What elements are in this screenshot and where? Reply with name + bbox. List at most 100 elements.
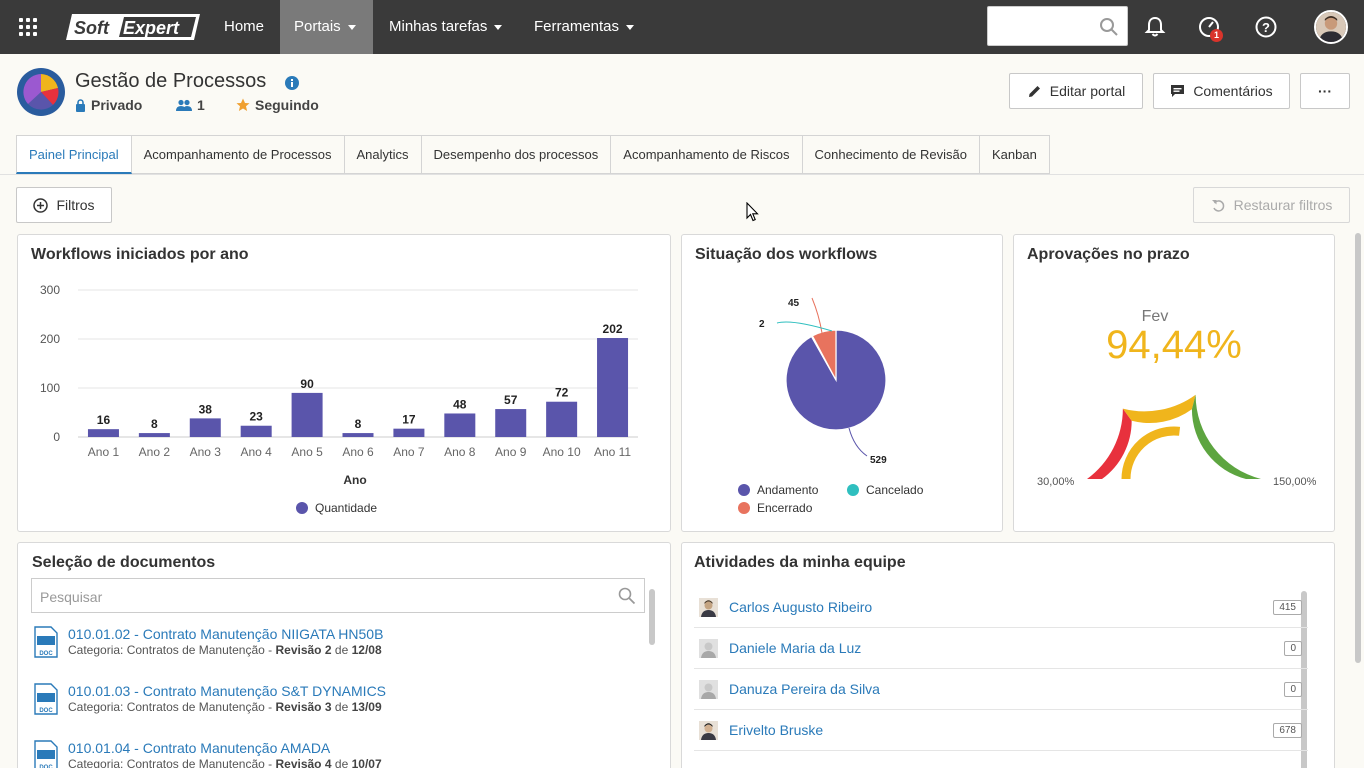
bar-value-label: 17	[402, 413, 416, 427]
tab-analytics[interactable]: Analytics	[344, 135, 422, 174]
x-tick-label: Ano 6	[342, 445, 374, 459]
member-name[interactable]: Erivelto Bruske	[729, 722, 824, 738]
team-scrollbar[interactable]	[1301, 591, 1307, 768]
of-label: de	[334, 700, 349, 714]
team-member-row[interactable]: Erivelto Bruske 678	[694, 710, 1308, 751]
apps-grid-icon[interactable]	[16, 15, 40, 39]
members-count[interactable]: 1	[176, 97, 205, 113]
document-list-item[interactable]: DOC 010.01.02 - Contrato Manutenção NIIGA…	[34, 626, 634, 666]
nav-portais[interactable]: Portais	[280, 0, 373, 54]
following-status[interactable]: Seguindo	[236, 97, 319, 113]
edit-portal-button[interactable]: Editar portal	[1009, 73, 1143, 109]
mouse-cursor-icon	[746, 202, 759, 222]
info-icon[interactable]	[285, 76, 299, 90]
svg-text:?: ?	[1262, 20, 1270, 35]
category-value: Contratos de Manutenção	[126, 757, 265, 768]
search-icon[interactable]	[1099, 17, 1119, 37]
category-value: Contratos de Manutenção	[126, 643, 265, 657]
more-options-button[interactable]: ···	[1300, 73, 1350, 109]
pencil-icon	[1028, 85, 1040, 97]
document-link[interactable]: 010.01.02 - Contrato Manutenção NIIGATA …	[68, 626, 384, 642]
member-name[interactable]: Danuza Pereira da Silva	[729, 681, 880, 697]
team-member-row[interactable]: Daniele Maria da Luz 0	[694, 628, 1308, 669]
bar	[597, 338, 629, 437]
bar	[444, 413, 476, 437]
restore-filters-button[interactable]: Restaurar filtros	[1193, 187, 1350, 223]
revision-date: 13/09	[351, 700, 382, 714]
comments-button[interactable]: Comentários	[1153, 73, 1290, 109]
tab-acompanhamento-processos[interactable]: Acompanhamento de Processos	[131, 135, 345, 174]
document-list-item[interactable]: DOC 010.01.03 - Contrato Manutenção S&T D…	[34, 683, 634, 723]
softexpert-logo[interactable]: Soft Expert	[66, 12, 202, 42]
member-name[interactable]: Daniele Maria da Luz	[729, 640, 862, 656]
page-scrollbar[interactable]	[1355, 233, 1361, 663]
document-link[interactable]: 010.01.03 - Contrato Manutenção S&T DYNA…	[68, 683, 387, 699]
tab-desempenho-processos[interactable]: Desempenho dos processos	[421, 135, 612, 174]
legend-marker	[738, 484, 750, 496]
team-member-row[interactable]: Danuza Pereira da Silva 0	[694, 669, 1308, 710]
pie-leader-line	[811, 297, 823, 334]
chevron-down-icon	[494, 24, 503, 30]
gauge-min-label: 30,00%	[1037, 476, 1075, 488]
documents-scrollbar[interactable]	[649, 589, 655, 645]
x-tick-label: Ano 8	[444, 445, 476, 459]
gauge-value-arc	[1121, 426, 1181, 480]
member-activity-count: 678	[1273, 723, 1302, 738]
tab-painel-principal[interactable]: Painel Principal	[16, 135, 132, 174]
legend-label: Quantidade	[315, 501, 377, 515]
tab-conhecimento-revisao[interactable]: Conhecimento de Revisão	[802, 135, 980, 174]
document-search-input[interactable]: Pesquisar	[31, 578, 645, 613]
pie-chart: 529 45 2 Andamento Cancelado Encerrado	[738, 297, 924, 515]
pie-slice	[811, 329, 837, 381]
bar-chart: 0 100 200 300 16 Ano 1 8 Ano 2 38 Ano 3 23 Ano 4 90 A…	[40, 283, 638, 515]
x-tick-label: Ano 1	[88, 445, 120, 459]
portal-pie-icon	[17, 68, 65, 116]
bar-value-label: 202	[603, 322, 623, 336]
gauge-period: Fev	[1141, 308, 1169, 325]
card-title: Situação dos workflows	[695, 246, 878, 263]
bell-icon[interactable]	[1142, 14, 1168, 40]
document-list-item[interactable]: DOC 010.01.04 - Contrato Manutenção AMADA…	[34, 740, 634, 768]
nav-minhas-tarefas[interactable]: Minhas tarefas	[375, 0, 516, 54]
nav-home[interactable]: Home	[224, 18, 265, 35]
member-name[interactable]: Carlos Augusto Ribeiro	[729, 599, 873, 615]
y-tick-label: 200	[40, 332, 60, 346]
document-file-icon: DOC	[34, 740, 58, 768]
comment-icon	[1171, 85, 1185, 97]
member-avatar	[699, 598, 718, 617]
gauge-chart	[1087, 394, 1261, 480]
team-member-row[interactable]: Carlos Augusto Ribeiro 415	[694, 587, 1308, 628]
svg-text:DOC: DOC	[39, 765, 53, 768]
gauge-value: 94,44%	[1106, 323, 1242, 367]
legend-label: Andamento	[757, 483, 819, 497]
bar	[291, 392, 323, 437]
help-icon[interactable]: ?	[1253, 14, 1279, 40]
member-avatar	[699, 680, 718, 699]
revision-date: 12/08	[351, 643, 382, 657]
tab-acompanhamento-riscos[interactable]: Acompanhamento de Riscos	[611, 135, 803, 174]
of-label: de	[334, 643, 349, 657]
document-link[interactable]: 010.01.04 - Contrato Manutenção AMADA	[68, 740, 331, 756]
team-activities-card: Atividades da minha equipe Carlos August…	[681, 542, 1335, 768]
member-activity-count: 0	[1284, 641, 1302, 656]
activity-gauge-icon[interactable]	[1196, 14, 1222, 40]
svg-text:Expert: Expert	[123, 18, 180, 38]
filters-button[interactable]: Filtros	[16, 187, 112, 223]
nav-ferramentas[interactable]: Ferramentas	[520, 0, 648, 54]
pie-value-label: 2	[759, 319, 765, 330]
user-avatar[interactable]	[1314, 10, 1348, 44]
legend-marker	[738, 502, 750, 514]
global-search-input[interactable]	[987, 6, 1128, 46]
pie-value-label: 529	[870, 455, 887, 466]
legend-label: Cancelado	[866, 483, 924, 497]
category-label: Categoria:	[68, 643, 124, 657]
gauge-band	[1122, 394, 1196, 424]
revision-label: Revisão	[275, 643, 322, 657]
tab-kanban[interactable]: Kanban	[979, 135, 1050, 174]
document-meta: Categoria: Contratos de Manutenção - Rev…	[68, 700, 382, 714]
search-icon[interactable]	[618, 587, 636, 605]
y-tick-label: 0	[53, 430, 60, 444]
pie-leader-line	[776, 321, 833, 332]
gauge-band	[1087, 408, 1132, 479]
revision-label: Revisão	[275, 700, 322, 714]
